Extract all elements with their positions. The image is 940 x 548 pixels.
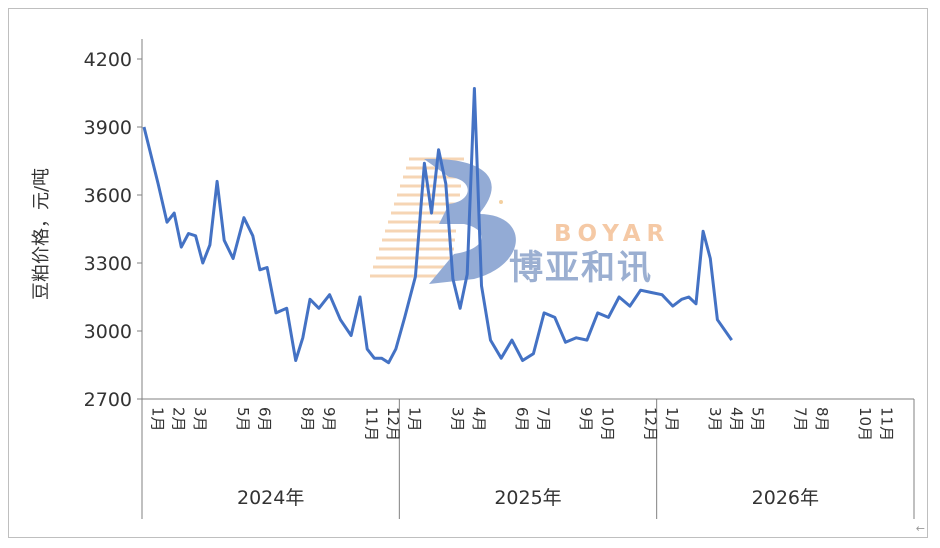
y-tick-label: 3900 — [84, 117, 132, 139]
y-tick-labels: 4200 3900 3600 3300 3000 2700 — [84, 49, 132, 411]
x-tick-label: 4月 — [470, 407, 488, 432]
x-year-label: 2026年 — [752, 487, 819, 509]
corner-arrow-icon: ← — [915, 522, 925, 535]
x-tick-label: 12月 — [642, 407, 660, 441]
x-tick-label: 3月 — [706, 407, 724, 432]
x-tick-label: 3月 — [191, 407, 209, 432]
y-tick-label: 2700 — [84, 389, 132, 411]
watermark-cn: 博亚和讯 — [509, 248, 653, 288]
series-line-price — [142, 87, 733, 365]
y-tick-label: 3000 — [84, 321, 132, 343]
x-tick-label: 2月 — [170, 407, 188, 432]
x-tick-label: 10月 — [599, 407, 617, 441]
x-tick-label: 9月 — [577, 407, 595, 432]
x-tick-label: 1月 — [663, 407, 681, 432]
x-tick-label: 7月 — [534, 407, 552, 432]
x-year-label: 2024年 — [237, 487, 304, 509]
x-tick-label: 3月 — [449, 407, 467, 432]
x-tick-label: 6月 — [256, 407, 274, 432]
x-tick-label: 1月 — [148, 407, 166, 432]
y-tick-label: 3300 — [84, 253, 132, 275]
x-tick-label: 11月 — [877, 407, 895, 441]
watermark-eye — [499, 200, 503, 204]
x-tick-label: 8月 — [298, 407, 316, 432]
watermark-en: BOYAR — [554, 221, 670, 247]
x-tick-label: 4月 — [727, 407, 745, 432]
x-tick-label: 8月 — [813, 407, 831, 432]
x-tick-label: 1月 — [406, 407, 424, 432]
y-tick-label: 3600 — [84, 185, 132, 207]
x-tick-label: 5月 — [234, 407, 252, 432]
year-labels: 2024年 2025年 2026年 — [237, 487, 819, 509]
axes — [137, 39, 915, 519]
x-tick-label: 7月 — [792, 407, 810, 432]
chart-frame: BOYAR 博亚和讯 4200 3900 3600 3300 3000 2700 1月 2月… — [8, 8, 928, 538]
x-tick-label: 12月 — [384, 407, 402, 441]
x-tick-label: 5月 — [749, 407, 767, 432]
y-axis-label: 豆粕价格，元/吨 — [31, 168, 52, 300]
x-tick-label: 10月 — [856, 407, 874, 441]
x-tick-label: 11月 — [363, 407, 381, 441]
x-tick-labels: 1月 2月 3月 5月 6月 8月 9月 11月 12月 1月 3月 4月 6月 7月 9月 10月 12月 1月… — [148, 407, 895, 441]
x-tick-label: 9月 — [320, 407, 338, 432]
x-year-label: 2025年 — [494, 487, 561, 509]
watermark-logo: BOYAR 博亚和讯 — [370, 157, 670, 288]
x-tick-label: 6月 — [513, 407, 531, 432]
y-tick-label: 4200 — [84, 49, 132, 71]
